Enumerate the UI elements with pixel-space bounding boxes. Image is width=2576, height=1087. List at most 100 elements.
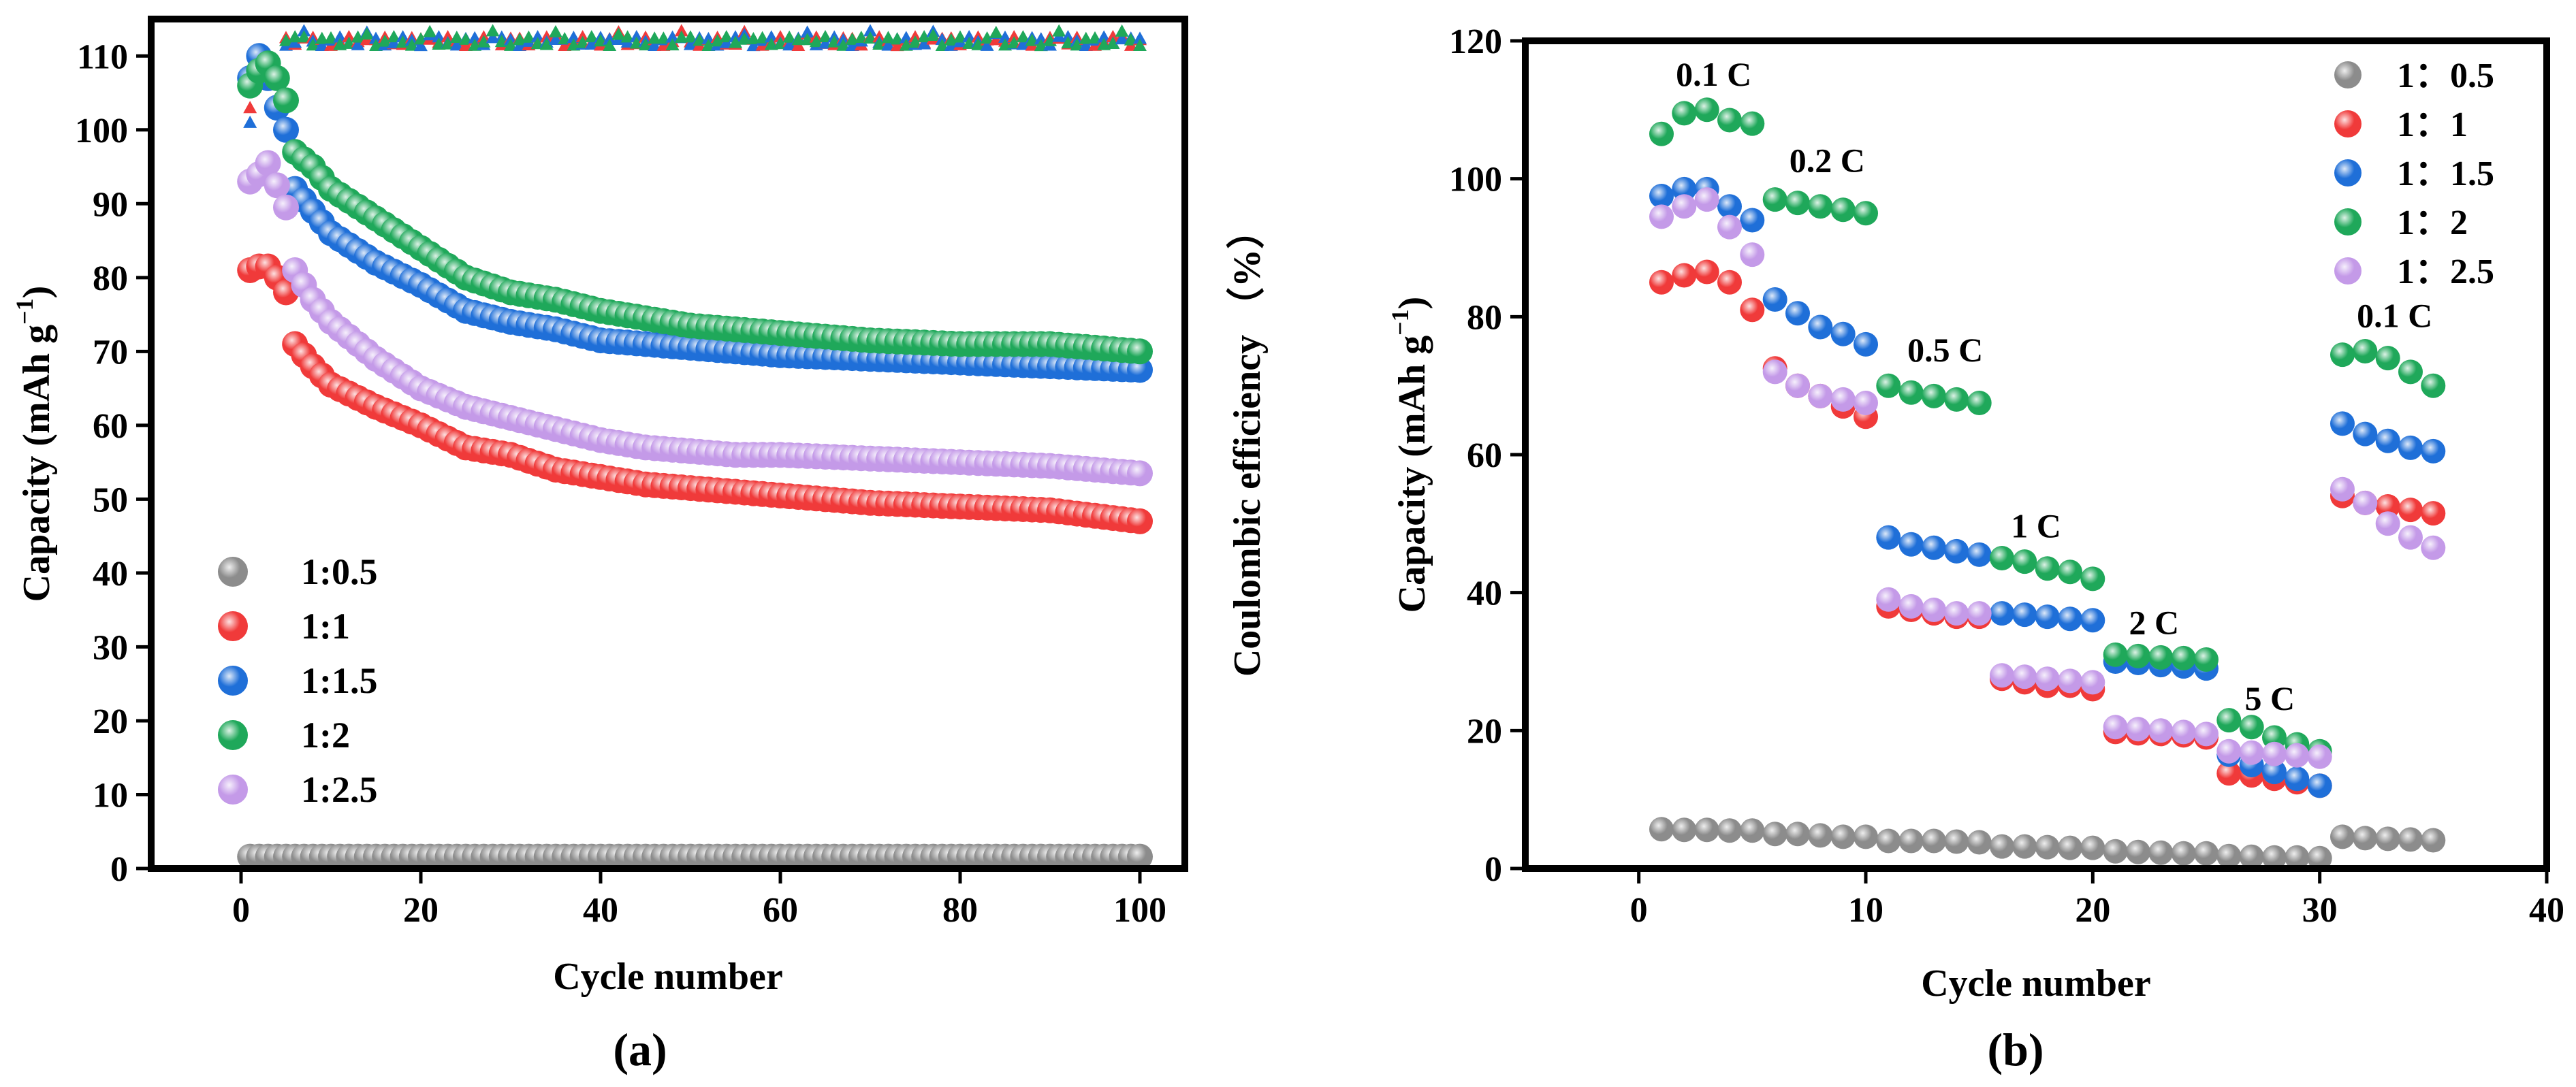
chart-b-annotation: 2 C bbox=[2129, 603, 2180, 641]
chart-b-point bbox=[2285, 845, 2310, 870]
efficiency-point bbox=[782, 30, 797, 43]
chart-a-ytick-label: 80 bbox=[93, 259, 128, 298]
efficiency-point bbox=[1007, 36, 1021, 49]
efficiency-point bbox=[1097, 30, 1111, 43]
legend-a-marker bbox=[218, 557, 248, 587]
legend-b-label: 1：1.5 bbox=[2397, 155, 2494, 193]
chart-a-ytick-label: 30 bbox=[93, 628, 128, 667]
chart-b-point bbox=[2285, 766, 2310, 792]
chart-b-point bbox=[2194, 647, 2219, 672]
efficiency-point bbox=[729, 35, 742, 48]
efficiency-point bbox=[674, 30, 688, 43]
chart-b-point bbox=[1830, 824, 1856, 849]
legend-a-label: 1:2 bbox=[301, 715, 350, 756]
chart-b-point bbox=[2126, 839, 2150, 864]
efficiency-point bbox=[737, 32, 752, 45]
chart-b-xtick-label: 40 bbox=[2529, 891, 2564, 930]
chart-b-point bbox=[2421, 438, 2446, 464]
efficiency-point bbox=[468, 38, 482, 51]
legend-a-marker bbox=[218, 720, 248, 750]
chart-b-point bbox=[2035, 834, 2060, 860]
legend-a-marker bbox=[218, 611, 248, 641]
chart-b-point bbox=[2307, 744, 2332, 769]
chart-b-point bbox=[1740, 818, 1765, 843]
efficiency-point bbox=[611, 27, 626, 40]
chart-b-point bbox=[2262, 760, 2287, 785]
chart-b-point bbox=[1649, 184, 1674, 208]
chart-b-point bbox=[1740, 297, 1765, 323]
chart-b-point bbox=[1694, 259, 1719, 285]
chart-b-point bbox=[2194, 721, 2219, 747]
efficiency-point bbox=[890, 39, 904, 52]
chart-b-point bbox=[1785, 191, 1810, 216]
efficiency-point bbox=[449, 31, 464, 44]
chart-b-point bbox=[1717, 108, 1742, 133]
chart-a-ytick-label: 110 bbox=[77, 37, 128, 76]
efficiency-point bbox=[575, 35, 590, 48]
chart-a-frame bbox=[148, 16, 1188, 872]
chart-a-point-1-1.5 bbox=[273, 116, 299, 143]
legend-b-label: 1：1 bbox=[2397, 106, 2468, 144]
efficiency-point bbox=[1106, 36, 1120, 49]
efficiency-point bbox=[971, 37, 985, 50]
efficiency-point bbox=[486, 24, 500, 37]
efficiency-point bbox=[369, 38, 383, 51]
efficiency-point bbox=[1079, 31, 1093, 44]
chart-b-point bbox=[1672, 263, 1697, 288]
legend-a-label: 1:1 bbox=[301, 606, 350, 647]
chart-b-point bbox=[1785, 301, 1810, 326]
chart-a-point-1-2.5 bbox=[1127, 460, 1153, 487]
chart-b-point bbox=[2239, 740, 2264, 765]
panel-b-label: (b) bbox=[1987, 1024, 2044, 1075]
chart-b-point bbox=[2398, 498, 2423, 523]
chart-b-point bbox=[1672, 101, 1697, 126]
efficiency-point bbox=[980, 38, 994, 51]
chart-b-point bbox=[2058, 606, 2082, 632]
chart-b-point bbox=[2375, 346, 2400, 371]
chart-a-point-1-0.5 bbox=[1127, 843, 1153, 870]
chart-a-xtick-label: 100 bbox=[1113, 891, 1166, 930]
chart-b-point bbox=[1830, 197, 1856, 223]
chart-b-point bbox=[1830, 387, 1856, 412]
chart-panel-a: 0 20 40 60 80 100 0 10 20 30 40 50 60 70 80 90 100 110 1:… bbox=[11, 16, 1269, 1075]
efficiency-point bbox=[243, 101, 257, 114]
chart-b-point bbox=[2398, 359, 2423, 385]
legend-b-label: 1：2 bbox=[2397, 204, 2468, 242]
efficiency-point bbox=[288, 30, 302, 43]
efficiency-point bbox=[980, 31, 994, 44]
efficiency-point bbox=[774, 30, 787, 43]
efficiency-point bbox=[764, 30, 778, 43]
chart-b-ytick-label: 20 bbox=[1467, 712, 1502, 751]
chart-b-axes: 0 10 20 30 40 0 20 40 60 80 100 120 bbox=[1449, 22, 2564, 930]
chart-b-point bbox=[1990, 601, 2014, 626]
efficiency-point bbox=[1070, 38, 1084, 51]
chart-b-point bbox=[1762, 359, 1787, 385]
chart-b-point bbox=[1967, 542, 1992, 567]
chart-b-point bbox=[1649, 270, 1674, 295]
chart-b-point bbox=[1740, 208, 1765, 233]
chart-b-point bbox=[1808, 383, 1833, 408]
chart-b-point bbox=[1990, 663, 2014, 688]
chart-a-ytick-label: 100 bbox=[75, 112, 128, 150]
efficiency-point bbox=[854, 31, 868, 44]
efficiency-point bbox=[1115, 24, 1129, 37]
chart-b-point bbox=[1898, 594, 1924, 619]
chart-b-point bbox=[1967, 391, 1992, 415]
chart-b-point bbox=[1808, 314, 1833, 340]
efficiency-point bbox=[504, 38, 518, 51]
efficiency-point bbox=[297, 30, 311, 43]
efficiency-point bbox=[629, 30, 643, 43]
chart-b-point bbox=[1762, 187, 1787, 212]
chart-a-ylabel: Capacity (mAh g−1) bbox=[11, 286, 58, 602]
efficiency-point bbox=[881, 31, 895, 44]
chart-b-point bbox=[1694, 817, 1719, 843]
legend-b-label: 1：2.5 bbox=[2397, 253, 2494, 291]
chart-b-point bbox=[1854, 201, 1878, 226]
chart-b-xtick-label: 0 bbox=[1630, 891, 1648, 930]
efficiency-point bbox=[684, 37, 697, 50]
chart-b-point bbox=[1717, 194, 1742, 219]
efficiency-point bbox=[899, 31, 913, 44]
chart-b-annotation: 0.1 C bbox=[2357, 297, 2432, 335]
chart-a-xtick-label: 80 bbox=[942, 891, 978, 930]
legend-b-marker bbox=[2334, 208, 2362, 236]
